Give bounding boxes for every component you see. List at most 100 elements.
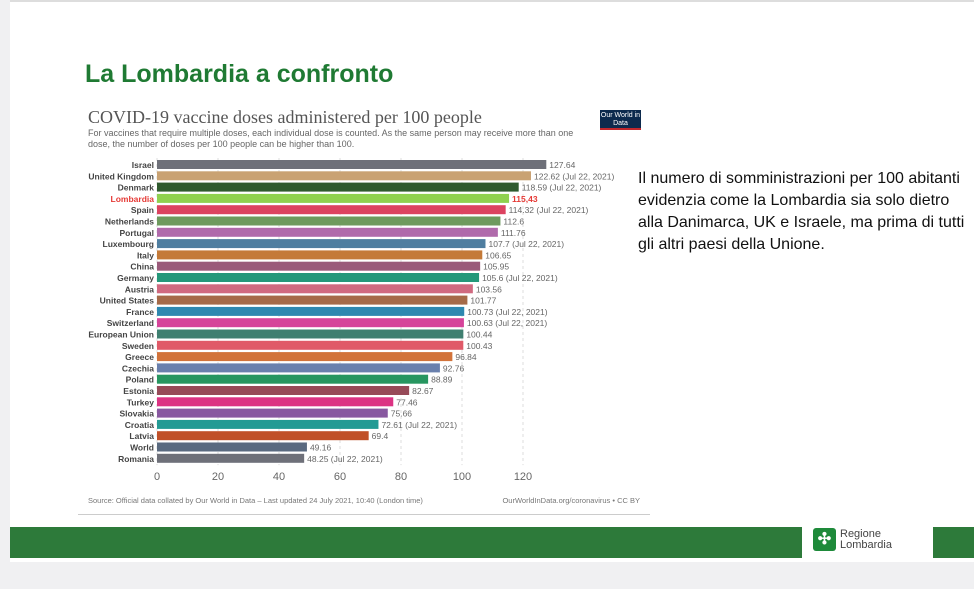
bar-category-label: Austria (125, 284, 155, 294)
bar-category-label: European Union (88, 330, 154, 340)
bar (157, 227, 498, 237)
x-tick-label: 100 (453, 471, 471, 483)
bar (157, 363, 440, 373)
bar (157, 182, 519, 192)
bar-category-label: Latvia (129, 431, 154, 441)
chart-source: Source: Official data collated by Our Wo… (88, 496, 423, 505)
bar-value-label: 114.32 (Jul 22, 2021) (509, 205, 589, 215)
bar-category-label: Sweden (122, 341, 154, 351)
logo-line2: Lombardia (840, 538, 892, 551)
footer-band-left (10, 527, 802, 558)
bar (157, 431, 369, 441)
bar-category-label: Lombardia (111, 194, 155, 204)
bar-value-label: 107.7 (Jul 22, 2021) (488, 239, 564, 249)
bar (157, 295, 468, 305)
bar-value-label: 106.65 (485, 250, 511, 260)
bar-value-label: 100.44 (466, 330, 492, 340)
bar-value-label: 112.6 (503, 217, 524, 227)
bar (157, 408, 388, 418)
chart-subtitle: For vaccines that require multiple doses… (88, 128, 574, 149)
bar (157, 216, 501, 226)
bar-value-label: 69.4 (372, 431, 389, 441)
bar-category-label: Netherlands (105, 217, 154, 227)
bar (157, 306, 465, 316)
x-tick-label: 120 (514, 471, 532, 483)
bar-category-label: Turkey (127, 397, 155, 407)
slide-title: La Lombardia a confronto (85, 60, 394, 88)
bar-category-label: Poland (126, 375, 154, 385)
regione-lombardia-logo: ✣ Regione Lombardia (813, 528, 892, 551)
chart-title: COVID-19 vaccine doses administered per … (88, 107, 482, 127)
bar-value-label: 118.59 (Jul 22, 2021) (522, 183, 602, 193)
bar-category-label: Spain (131, 205, 154, 215)
x-tick-label: 40 (273, 471, 285, 483)
bar-category-label: United Kingdom (88, 171, 154, 181)
bar (157, 261, 481, 271)
bar-category-label: United States (100, 296, 155, 306)
bar (157, 329, 464, 339)
bar-value-label: 105.95 (483, 262, 509, 272)
bar-category-label: Slovakia (120, 409, 155, 419)
bar (157, 171, 531, 181)
slide-description: Il numero di somministrazioni per 100 ab… (638, 170, 965, 253)
bar-value-label: 101.77 (470, 296, 496, 306)
bar-value-label: 75.66 (391, 409, 413, 419)
footer-band-right (933, 527, 974, 558)
bar-category-label: Greece (125, 352, 154, 362)
bar (157, 273, 480, 282)
bar (157, 442, 307, 452)
x-tick-label: 80 (395, 471, 407, 483)
bar-value-label: 88.89 (431, 375, 453, 385)
bar-category-label: China (130, 262, 154, 272)
owid-logo: Our World in Data (600, 110, 641, 130)
bar-value-label: 92.76 (443, 363, 465, 373)
x-tick-label: 60 (334, 471, 346, 483)
bar-value-label: 100.73 (Jul 22, 2021) (467, 307, 548, 317)
bar-category-label: Czechia (122, 363, 154, 373)
bar-chart: 0 20 40 60 80 100 120 Israel 127.64 United Kingdo… (88, 158, 614, 483)
chart-image: COVID-19 vaccine doses administered per … (78, 102, 650, 515)
bar-category-label: Luxembourg (103, 239, 154, 249)
bar-value-label: 77.46 (396, 397, 418, 407)
bar-category-label: Italy (137, 250, 154, 260)
bar-value-label: 72.61 (Jul 22, 2021) (381, 420, 457, 430)
bar-value-label: 49.16 (310, 443, 332, 453)
bar-value-label: 103.56 (476, 284, 502, 294)
x-tick-label: 0 (154, 471, 160, 483)
bar-category-label: Germany (117, 273, 154, 283)
bar-value-label: 105.6 (Jul 22, 2021) (482, 273, 558, 283)
bar (157, 250, 483, 260)
bar-category-label: Estonia (123, 386, 154, 396)
bar-value-label: 127.64 (549, 160, 575, 170)
bar (157, 318, 464, 328)
bar (157, 386, 410, 395)
bar (157, 397, 394, 407)
bar (157, 284, 473, 294)
bar (157, 352, 453, 362)
logo-line1: Regione (840, 527, 881, 540)
bar (157, 160, 547, 169)
bar-category-label: Denmark (118, 183, 155, 193)
bar-category-label: World (130, 443, 154, 453)
bar-category-label: Croatia (125, 420, 155, 430)
bar (157, 239, 486, 249)
bar-value-label: 100.43 (466, 341, 492, 351)
bar-value-label: 96.84 (455, 352, 477, 362)
bar-value-label: 82.67 (412, 386, 434, 396)
chart-url: OurWorldInData.org/coronavirus • CC BY (502, 496, 640, 505)
bar (157, 340, 464, 350)
slide: La Lombardia a confronto COVID-19 vaccin… (10, 0, 974, 562)
bar (157, 419, 379, 429)
x-tick-label: 20 (212, 471, 224, 483)
bar-category-label: Romania (118, 454, 154, 464)
bar-category-label: Portugal (120, 228, 154, 238)
bar-value-label: 48.25 (Jul 22, 2021) (307, 454, 383, 464)
bar-value-label: 111.76 (501, 228, 526, 238)
bar-category-label: France (126, 307, 154, 317)
bar (157, 205, 506, 215)
regione-logo-icon: ✣ (813, 528, 836, 551)
bar-category-label: Switzerland (107, 318, 154, 328)
bar-value-label: 100.63 (Jul 22, 2021) (467, 318, 548, 328)
bar (157, 453, 305, 463)
bar (157, 193, 510, 203)
